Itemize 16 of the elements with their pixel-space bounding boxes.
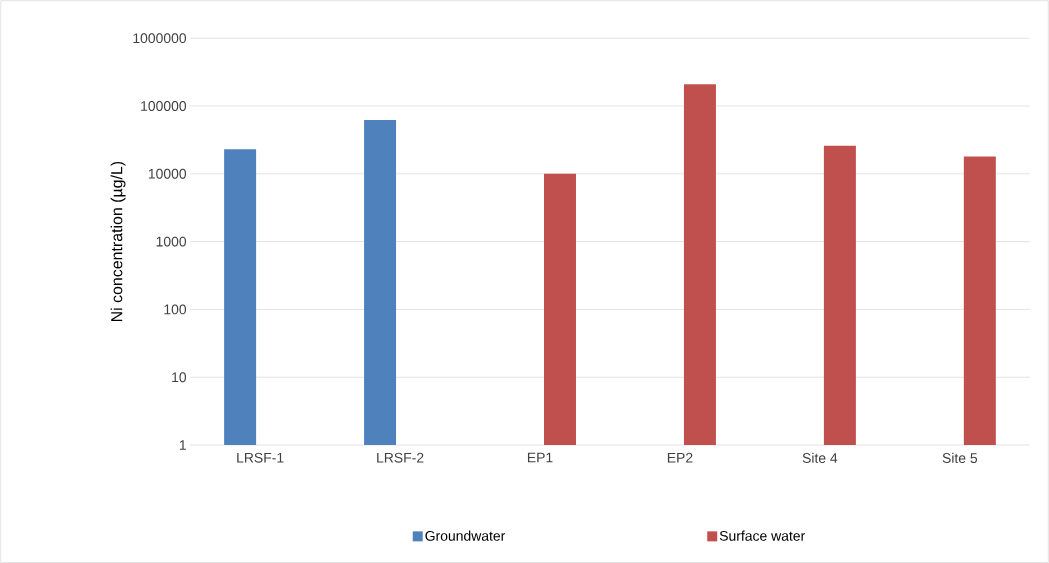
x-tick-label: LRSF-1: [237, 452, 284, 463]
y-tick-label: 100: [164, 304, 187, 315]
x-tick-label: EP1: [527, 452, 553, 463]
x-tick-label: Site 4: [802, 452, 838, 463]
y-tick-label: 1: [179, 440, 186, 450]
legend-label: Surface water: [719, 530, 805, 541]
legend-label: Groundwater: [425, 530, 506, 541]
x-tick-label: LRSF-2: [377, 452, 424, 463]
x-tick-label: Site 5: [942, 452, 978, 463]
x-tick-label: EP2: [667, 452, 693, 463]
y-tick-label: 10000: [148, 168, 187, 179]
y-tick-label: 10: [172, 372, 187, 383]
y-tick-label: 1000: [156, 236, 187, 247]
y-axis-title: Ni concentration (µg/L): [110, 161, 126, 321]
y-tick-label: 1000000: [133, 33, 187, 44]
y-tick-label: 100000: [141, 100, 187, 111]
